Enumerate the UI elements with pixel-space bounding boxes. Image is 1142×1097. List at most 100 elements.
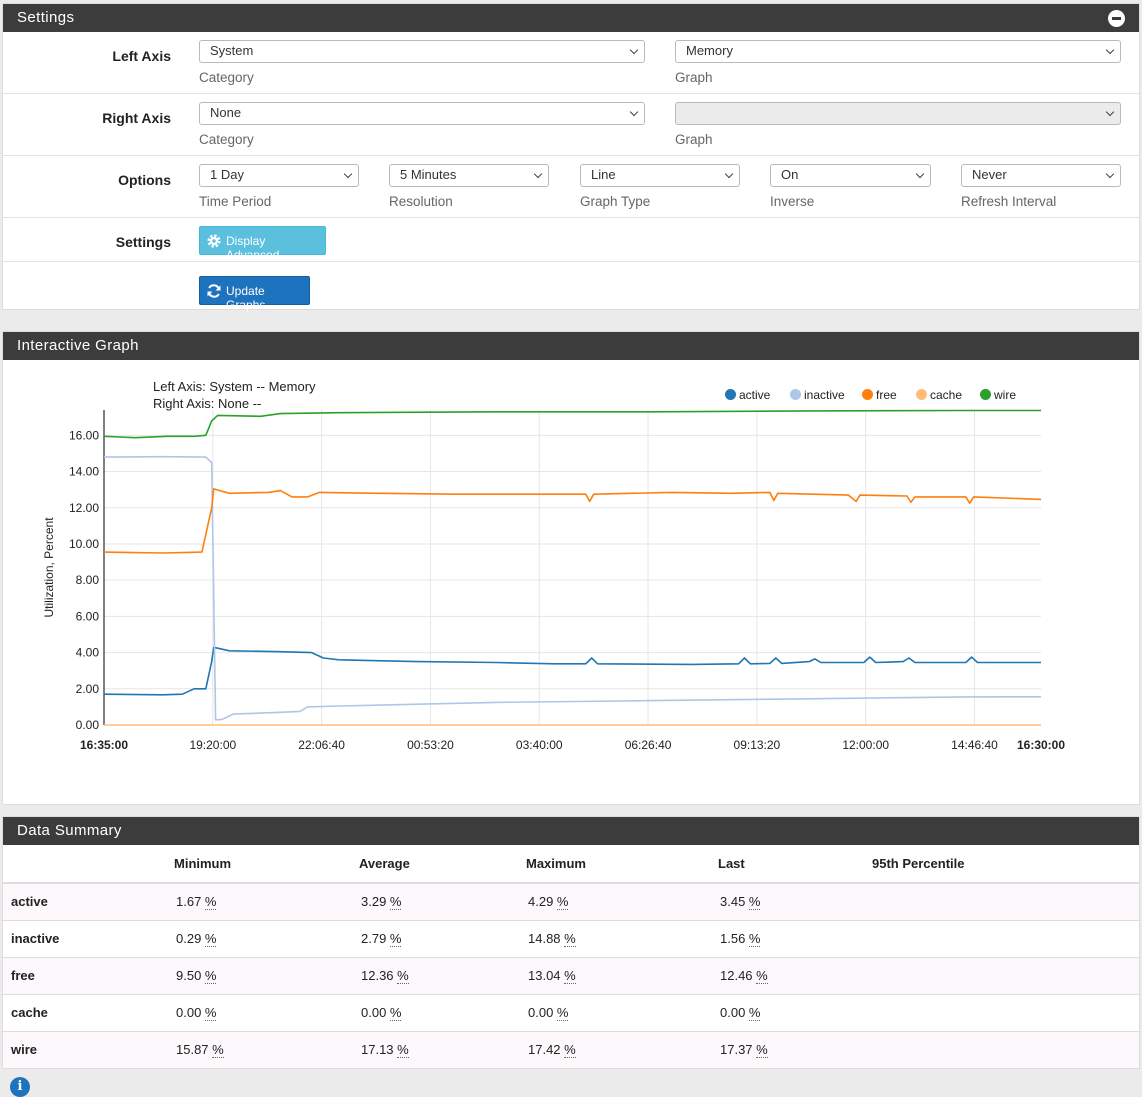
summary-cell-avg: 0.00 % xyxy=(358,993,525,1031)
left-axis-category-value: System xyxy=(210,43,254,58)
resolution-select[interactable]: 5 Minutes xyxy=(389,164,549,187)
x-tick-label: 09:13:20 xyxy=(734,738,781,752)
time-period-select[interactable]: 1 Day xyxy=(199,164,359,187)
settings-panel-heading: Settings xyxy=(3,4,1139,32)
legend-item-inactive[interactable]: inactive xyxy=(790,388,845,402)
left-axis-row: Left Axis System Category Memory Graph xyxy=(3,32,1139,94)
summary-unit: % xyxy=(748,894,761,911)
summary-unit: % xyxy=(564,931,576,947)
summary-unit: % xyxy=(748,931,761,947)
summary-header-last: Last xyxy=(717,845,871,884)
y-tick-label: 8.00 xyxy=(76,573,100,587)
x-tick-label: 16:35:00 xyxy=(80,738,128,752)
right-axis-category-value: None xyxy=(210,105,242,120)
legend-dot-icon xyxy=(725,389,736,400)
summary-cell-avg: 17.13 % xyxy=(358,1030,525,1068)
inverse-value: On xyxy=(781,167,799,182)
graph-type-value: Line xyxy=(591,167,616,182)
display-advanced-button[interactable]: Display Advanced xyxy=(199,226,326,262)
graph-panel-heading: Interactive Graph xyxy=(3,332,1139,360)
summary-header-minimum: Minimum xyxy=(173,845,358,884)
update-graphs-button[interactable]: Update Graphs xyxy=(199,276,310,312)
right-axis-row: Right Axis None Category Graph xyxy=(3,94,1139,156)
x-tick-label: 06:26:40 xyxy=(625,738,672,752)
y-tick-label: 14.00 xyxy=(69,465,99,479)
resolution-help: Resolution xyxy=(389,194,453,209)
summary-cell-min: 0.29 % xyxy=(173,919,358,957)
legend-item-cache[interactable]: cache xyxy=(916,388,962,402)
summary-unit: % xyxy=(748,1005,761,1021)
summary-value: 1.56 xyxy=(720,931,749,946)
chevron-down-icon xyxy=(1105,107,1115,117)
summary-unit: % xyxy=(204,1005,217,1021)
summary-unit: % xyxy=(397,1042,409,1059)
x-tick-label: 12:00:00 xyxy=(842,738,889,752)
summary-cell-min: 9.50 % xyxy=(173,956,358,994)
chevron-down-icon xyxy=(1105,45,1115,55)
summary-cell-avg: 3.29 % xyxy=(358,882,525,920)
left-axis-graph-select[interactable]: Memory xyxy=(675,40,1121,63)
summary-value: 14.88 xyxy=(528,931,565,946)
y-tick-label: 16.00 xyxy=(69,428,99,442)
summary-cell-95th xyxy=(871,956,1139,994)
info-icon[interactable]: i xyxy=(10,1077,30,1097)
summary-value: 9.50 xyxy=(176,968,205,983)
summary-row-active: active 1.67 % 3.29 % 4.29 % 3.45 % xyxy=(3,882,1139,920)
left-axis-category-select[interactable]: System xyxy=(199,40,645,63)
chart-title-right-axis: Right Axis: None -- xyxy=(153,396,262,411)
summary-value: 0.00 xyxy=(176,1005,205,1020)
chevron-down-icon xyxy=(629,45,639,55)
refresh-interval-help: Refresh Interval xyxy=(961,194,1057,209)
chevron-down-icon xyxy=(629,107,639,117)
summary-cell-95th xyxy=(871,882,1139,920)
summary-cell-95th xyxy=(871,993,1139,1031)
x-tick-label: 03:40:00 xyxy=(516,738,563,752)
x-tick-label: 00:53:20 xyxy=(407,738,454,752)
left-axis-graph-help: Graph xyxy=(675,70,713,85)
x-tick-label: 19:20:00 xyxy=(189,738,236,752)
right-axis-graph-select[interactable] xyxy=(675,102,1121,125)
summary-panel-heading: Data Summary xyxy=(3,817,1139,845)
summary-row-wire: wire 15.87 % 17.13 % 17.42 % 17.37 % xyxy=(3,1030,1139,1068)
summary-value: 0.00 xyxy=(528,1005,557,1020)
right-axis-category-select[interactable]: None xyxy=(199,102,645,125)
collapse-icon[interactable] xyxy=(1108,10,1125,27)
legend-label: free xyxy=(876,388,897,402)
legend-item-active[interactable]: active xyxy=(725,388,770,402)
summary-unit: % xyxy=(556,894,569,911)
legend-dot-icon xyxy=(916,389,927,400)
resolution-value: 5 Minutes xyxy=(400,167,457,182)
refresh-interval-value: Never xyxy=(972,167,1007,182)
series-line-active xyxy=(103,646,1041,696)
summary-table: Minimum Average Maximum Last 95th Percen… xyxy=(3,845,1139,1068)
inverse-select[interactable]: On xyxy=(770,164,931,187)
summary-value: 3.29 xyxy=(361,894,390,910)
summary-cell-last: 3.45 % xyxy=(717,882,871,920)
legend-item-free[interactable]: free xyxy=(862,388,897,402)
chevron-down-icon xyxy=(915,169,925,179)
summary-panel: Data Summary Minimum Average Maximum Las… xyxy=(2,816,1140,1069)
chevron-down-icon xyxy=(533,169,543,179)
graph-type-select[interactable]: Line xyxy=(580,164,740,187)
legend-dot-icon xyxy=(980,389,991,400)
settings-row-label: Settings xyxy=(115,234,171,250)
summary-value: 2.79 xyxy=(361,931,390,946)
memory-line-chart: 0.00 2.00 4.00 6.00 8.00 10.00 12.00 14.00 16.00… xyxy=(42,409,1065,752)
summary-cell-max: 14.88 % xyxy=(525,919,717,957)
y-axis-title: Utilization, Percent xyxy=(42,517,56,618)
refresh-interval-select[interactable]: Never xyxy=(961,164,1121,187)
summary-value: 4.29 xyxy=(528,894,557,910)
y-tick-label: 6.00 xyxy=(76,609,100,623)
right-axis-category-help: Category xyxy=(199,132,254,147)
summary-unit: % xyxy=(756,1042,768,1059)
x-tick-label: 16:30:00 xyxy=(1017,738,1065,752)
summary-unit: % xyxy=(212,1042,224,1059)
legend-item-wire[interactable]: wire xyxy=(980,388,1016,402)
chevron-down-icon xyxy=(1105,169,1115,179)
summary-header-maximum: Maximum xyxy=(525,845,717,884)
summary-header-95th: 95th Percentile xyxy=(871,845,1139,884)
inverse-help: Inverse xyxy=(770,194,815,209)
summary-unit: % xyxy=(389,1005,402,1021)
summary-unit: % xyxy=(389,931,402,947)
settings-panel-title: Settings xyxy=(17,9,75,26)
